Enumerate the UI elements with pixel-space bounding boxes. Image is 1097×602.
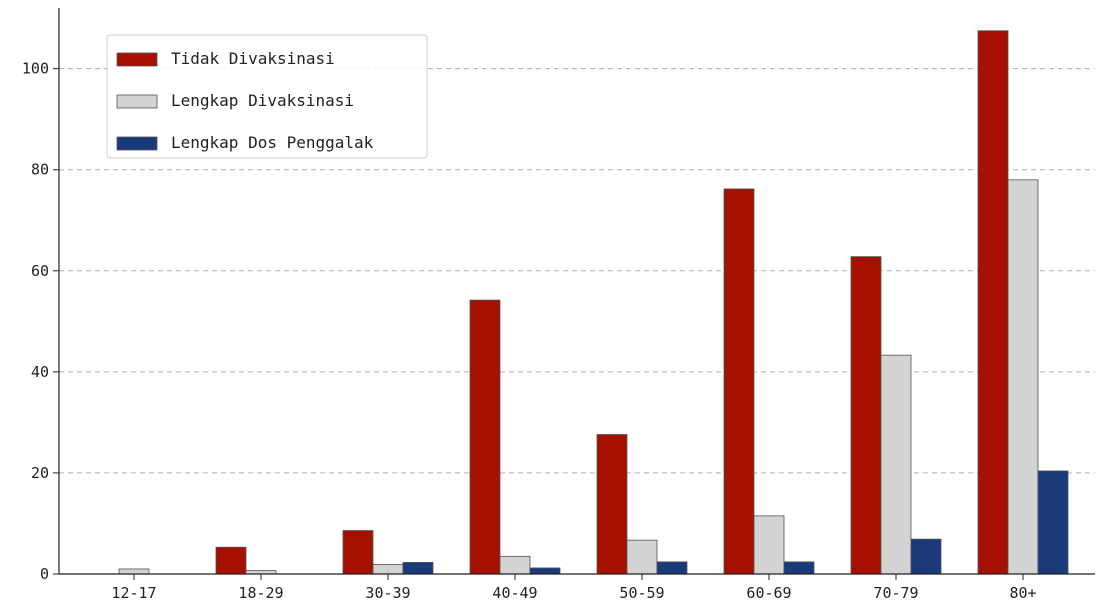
legend-swatch — [116, 94, 158, 109]
legend-swatch — [116, 136, 158, 151]
bar-lengkap-divaksinasi-12-17 — [118, 568, 150, 575]
x-tick-label: 18-29 — [238, 584, 283, 602]
legend: Tidak Divaksinasi Lengkap Divaksinasi Leng… — [106, 34, 428, 159]
x-tick-label: 70-79 — [873, 584, 918, 602]
y-tick-label: 0 — [40, 565, 49, 583]
bar-tidak-divaksinasi-40-49 — [469, 299, 501, 575]
bar-lengkap-divaksinasi-30-39 — [372, 563, 404, 575]
bar-lengkap-divaksinasi-60-69 — [753, 515, 785, 575]
bar-lengkap-dos-penggalak-50-59 — [656, 561, 688, 575]
y-tick-label: 80 — [31, 161, 49, 179]
bar-lengkap-divaksinasi-70-79 — [880, 354, 912, 575]
bar-lengkap-dos-penggalak-40-49 — [529, 567, 561, 575]
bar-tidak-divaksinasi-80+ — [977, 30, 1009, 575]
y-tick-label: 40 — [31, 363, 49, 381]
bar-tidak-divaksinasi-18-29 — [215, 546, 247, 575]
y-tick-label: 20 — [31, 464, 49, 482]
bar-lengkap-divaksinasi-40-49 — [499, 555, 531, 575]
x-tick-label: 50-59 — [619, 584, 664, 602]
x-tick-label: 80+ — [1009, 584, 1036, 602]
legend-label: Tidak Divaksinasi — [171, 49, 335, 68]
bar-tidak-divaksinasi-70-79 — [850, 256, 882, 575]
bar-tidak-divaksinasi-50-59 — [596, 434, 628, 575]
legend-swatch — [116, 52, 158, 67]
legend-label: Lengkap Dos Penggalak — [171, 133, 374, 152]
y-tick-label: 100 — [22, 60, 49, 78]
bar-lengkap-dos-penggalak-60-69 — [783, 561, 815, 575]
bar-lengkap-divaksinasi-80+ — [1007, 179, 1039, 575]
bar-lengkap-dos-penggalak-80+ — [1037, 470, 1069, 575]
bar-tidak-divaksinasi-30-39 — [342, 530, 374, 575]
axes: 0 20 40 60 80 100 12-17 18-29 30-39 40-49 50-59 60-… — [22, 8, 1095, 602]
x-tick-label: 30-39 — [365, 584, 410, 602]
bar-tidak-divaksinasi-60-69 — [723, 188, 755, 575]
x-tick-label: 40-49 — [492, 584, 537, 602]
bar-lengkap-divaksinasi-50-59 — [626, 539, 658, 575]
bar-lengkap-dos-penggalak-30-39 — [402, 561, 434, 575]
x-tick-label: 60-69 — [746, 584, 791, 602]
legend-box — [106, 34, 428, 159]
legend-label: Lengkap Divaksinasi — [171, 91, 354, 110]
x-tick-label: 12-17 — [111, 584, 156, 602]
grid-lines — [59, 68, 1095, 474]
y-tick-label: 60 — [31, 262, 49, 280]
bar-lengkap-dos-penggalak-70-79 — [910, 538, 942, 575]
